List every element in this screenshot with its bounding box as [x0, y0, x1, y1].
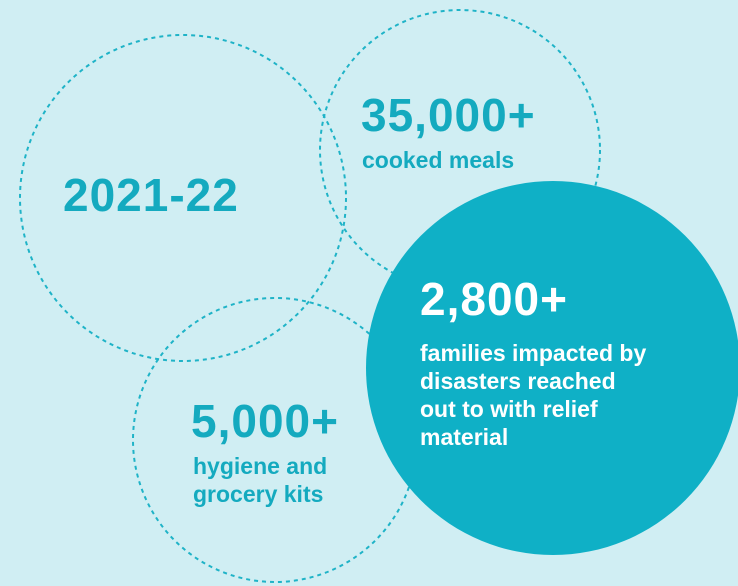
year-label: 2021-22 — [63, 169, 239, 221]
year-circle — [19, 34, 347, 362]
kits-label-line2: grocery kits — [193, 481, 324, 507]
kits-label-line1: hygiene and — [193, 453, 328, 479]
meals-label: cooked meals — [362, 147, 515, 173]
families-label-line2: disasters reached — [420, 368, 616, 394]
families-label-line4: material — [420, 424, 509, 450]
families-value: 2,800+ — [420, 273, 568, 325]
kits-value: 5,000+ — [191, 395, 339, 447]
meals-value: 35,000+ — [361, 89, 536, 141]
families-label-line3: out to with relief — [420, 396, 598, 422]
families-circle — [366, 181, 738, 555]
families-label-line1: families impacted by — [420, 340, 647, 366]
